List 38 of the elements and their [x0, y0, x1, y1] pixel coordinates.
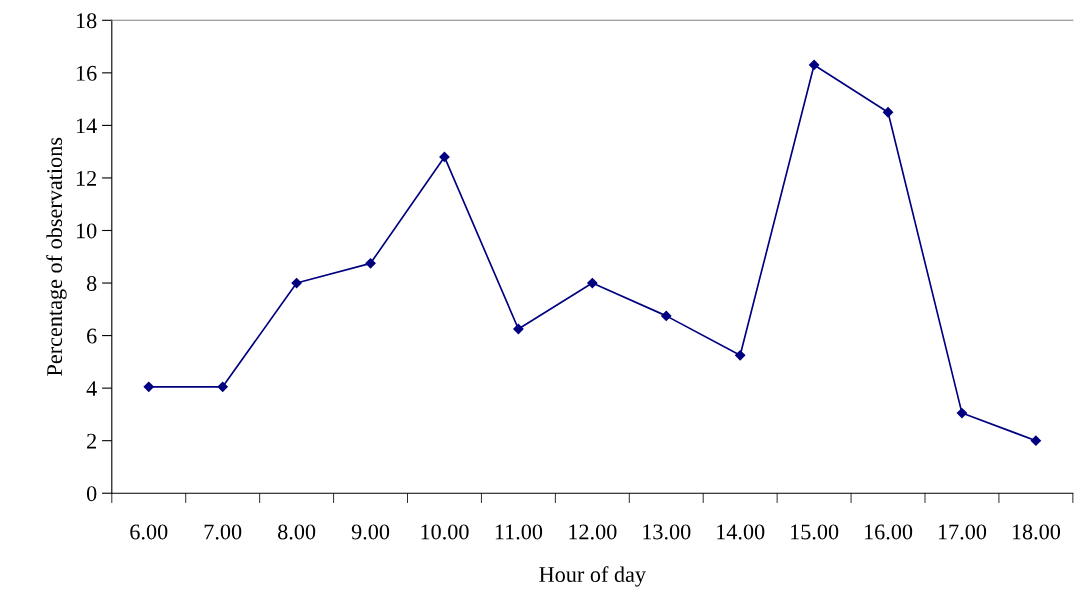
- y-tick-label: 0: [86, 486, 97, 502]
- point: [587, 277, 598, 289]
- x-axis-title: Hour of day: [539, 566, 646, 587]
- point: [882, 107, 894, 118]
- point: [956, 407, 968, 419]
- y-tick-label: 4: [86, 381, 97, 396]
- y-tick-label: 18: [76, 13, 97, 29]
- point: [735, 350, 746, 361]
- y-tick-label: 2: [87, 433, 96, 449]
- y-tick-label: 14: [76, 118, 97, 134]
- x-tick-label: 11.00: [495, 524, 543, 540]
- point: [291, 277, 302, 289]
- point: [217, 381, 228, 392]
- x-tick-label: 14.00: [717, 524, 765, 540]
- x-tick-label: 9.00: [351, 524, 390, 540]
- x-tick-label: 7.00: [204, 524, 242, 540]
- point: [1030, 435, 1042, 446]
- point: [661, 310, 672, 321]
- x-tick-label: 8.00: [278, 524, 316, 540]
- y-tick-label: 6: [87, 328, 97, 344]
- x-tick-label: 10.00: [421, 524, 469, 540]
- x-tick-label: 17.00: [938, 524, 987, 540]
- y-tick-label: 10: [76, 223, 97, 239]
- x-tick-label: 18.00: [1012, 524, 1061, 540]
- point: [143, 381, 154, 392]
- y-tick-label: 12: [76, 170, 96, 186]
- x-tick-label: 12.00: [569, 524, 617, 540]
- y-tick-label: 8: [86, 275, 97, 291]
- x-tick-label: 16.00: [864, 524, 913, 540]
- x-tick-label: 15.00: [791, 524, 839, 540]
- point: [513, 323, 524, 335]
- point: [439, 151, 450, 163]
- y-axis-title: Percentage of observations: [46, 137, 67, 376]
- point: [808, 59, 820, 71]
- point: [365, 258, 376, 269]
- x-tick-label: 6.00: [130, 524, 168, 540]
- x-tick-label: 13.00: [643, 524, 691, 540]
- y-tick-label: 16: [76, 65, 97, 81]
